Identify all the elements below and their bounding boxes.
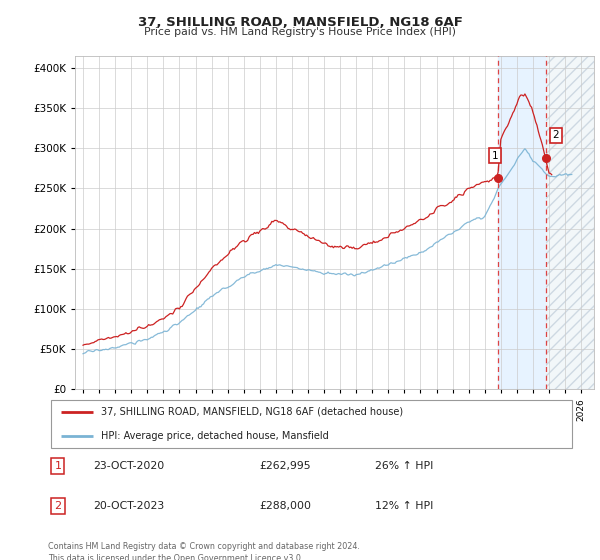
Text: 1: 1 xyxy=(55,461,61,472)
Text: £262,995: £262,995 xyxy=(259,461,311,472)
Text: £288,000: £288,000 xyxy=(259,501,311,511)
FancyBboxPatch shape xyxy=(50,400,572,448)
Text: 2: 2 xyxy=(55,501,61,511)
Text: 37, SHILLING ROAD, MANSFIELD, NG18 6AF: 37, SHILLING ROAD, MANSFIELD, NG18 6AF xyxy=(137,16,463,29)
Text: 37, SHILLING ROAD, MANSFIELD, NG18 6AF (detached house): 37, SHILLING ROAD, MANSFIELD, NG18 6AF (… xyxy=(101,407,403,417)
Bar xyxy=(546,56,594,389)
Text: 20-OCT-2023: 20-OCT-2023 xyxy=(93,501,164,511)
Text: 2: 2 xyxy=(552,130,559,141)
Bar xyxy=(498,56,546,389)
Text: HPI: Average price, detached house, Mansfield: HPI: Average price, detached house, Mans… xyxy=(101,431,329,441)
Text: Contains HM Land Registry data © Crown copyright and database right 2024.
This d: Contains HM Land Registry data © Crown c… xyxy=(48,542,360,560)
Text: 1: 1 xyxy=(492,151,499,161)
Bar xyxy=(546,56,594,389)
Text: 23-OCT-2020: 23-OCT-2020 xyxy=(93,461,164,472)
Text: Price paid vs. HM Land Registry's House Price Index (HPI): Price paid vs. HM Land Registry's House … xyxy=(144,27,456,37)
Bar xyxy=(546,56,594,389)
Text: 12% ↑ HPI: 12% ↑ HPI xyxy=(376,501,434,511)
Text: 26% ↑ HPI: 26% ↑ HPI xyxy=(376,461,434,472)
